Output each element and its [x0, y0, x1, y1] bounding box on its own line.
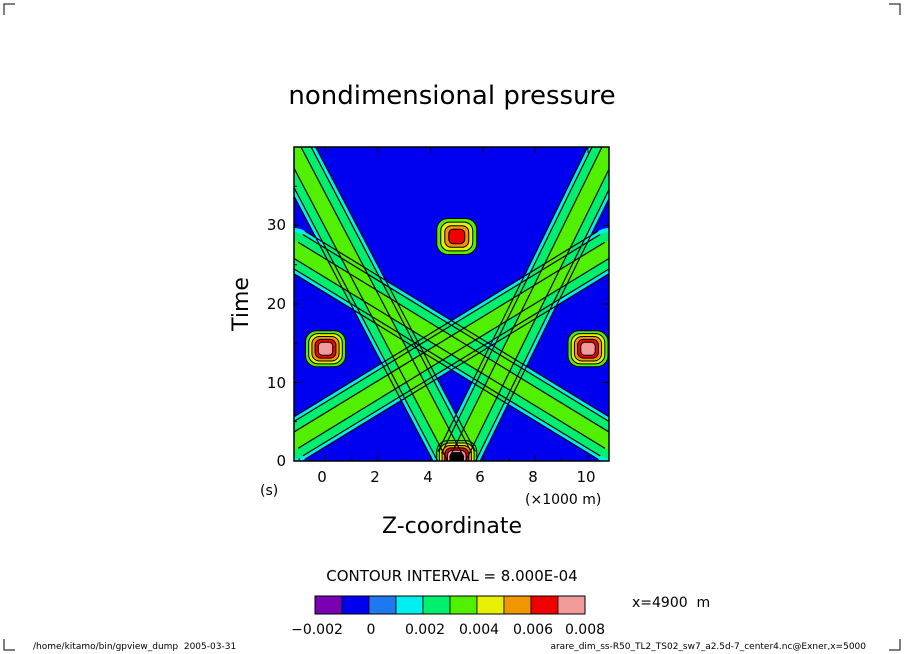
peak-contour [448, 228, 466, 245]
contour-line [314, 147, 476, 452]
y-tick-label: 10 [267, 374, 286, 392]
contour-line [304, 272, 609, 460]
colorbar-cell [368, 595, 397, 615]
contour-fill [294, 147, 609, 461]
plot-area [293, 146, 610, 462]
y-tick-label: 0 [276, 452, 286, 470]
y-tick-label: 20 [267, 295, 286, 313]
colorbar-cell [422, 595, 451, 615]
colorbar-cell [503, 595, 532, 615]
contour-line [464, 167, 609, 461]
contour-line [294, 272, 599, 460]
x-tick-label: 4 [423, 468, 433, 486]
contour-line [294, 194, 434, 461]
y-axis-label: Time [229, 277, 254, 332]
colorbar-frame [314, 595, 586, 615]
colorbar: −0.002 0 0.002 0.004 0.006 0.008 [291, 595, 605, 638]
x-tick-label: 6 [475, 468, 485, 486]
corner-marks [3, 3, 901, 651]
contour-line [294, 268, 601, 457]
wave-front-band [448, 147, 609, 461]
contour-line [449, 147, 603, 458]
x-tick-label: 8 [528, 468, 538, 486]
peak-contour [580, 341, 596, 356]
colorbar-cell [476, 595, 505, 615]
footer-left: /home/kitamo/bin/gpview_dump 2005-03-31 [33, 642, 236, 652]
colorbar-tick-label: 0 [367, 622, 376, 638]
y-tick-labels: 0 10 20 30 [267, 216, 286, 470]
x-tick-label: 10 [576, 468, 595, 486]
colorbar-tick-label: 0.006 [513, 622, 553, 638]
contour-line [475, 188, 609, 461]
colorbar-cell [314, 595, 343, 615]
x-axis-label: Z-coordinate [382, 514, 522, 539]
contour-interval-label: CONTOUR INTERVAL = 8.000E-04 [326, 567, 577, 585]
contour-line [479, 197, 609, 461]
slice-label: x=4900 m [632, 595, 710, 611]
colorbar-tick-label: 0.004 [459, 622, 499, 638]
colorbar-tick-label: −0.002 [291, 622, 343, 638]
peak-contour [317, 341, 334, 356]
y-unit-label: (s) [260, 483, 278, 499]
contour-line [294, 230, 599, 418]
contour-line [294, 166, 449, 461]
colorbar-cell [449, 595, 478, 615]
y-tick-label: 30 [267, 216, 286, 234]
contour-line [297, 257, 609, 449]
colorbar-cell [557, 595, 586, 615]
contour-line [294, 241, 606, 433]
chart-title: nondimensional pressure [288, 81, 615, 111]
contour-line [294, 257, 606, 449]
x-unit-label: (×1000 m) [525, 492, 601, 508]
x-tick-labels: 0 2 4 6 8 10 [317, 468, 595, 486]
footer-right: arare_dim_ss-R50_TL2_TS02_sw7_a2.5d-7_ce… [550, 642, 866, 652]
contour-line [304, 230, 609, 418]
colorbar-cell [395, 595, 424, 615]
x-tick-label: 0 [317, 468, 327, 486]
colorbar-cells [314, 595, 586, 615]
x-tick-label: 2 [370, 468, 380, 486]
contour-line [440, 147, 593, 454]
axis-ticks [294, 147, 609, 462]
colorbar-cell [530, 595, 559, 615]
contour-line [302, 234, 609, 423]
colorbar-tick-label: 0.002 [405, 622, 445, 638]
wave-front-band [294, 241, 609, 450]
contour-line [300, 147, 465, 458]
colorbar-tick-label: 0.008 [565, 622, 605, 638]
peak-contour [449, 452, 464, 461]
contour-line [297, 241, 609, 433]
contour-line [437, 147, 589, 453]
contour-lines [294, 147, 609, 461]
colorbar-tick-labels: −0.002 0 0.002 0.004 0.006 0.008 [291, 622, 605, 638]
colorbar-cell [341, 595, 370, 615]
